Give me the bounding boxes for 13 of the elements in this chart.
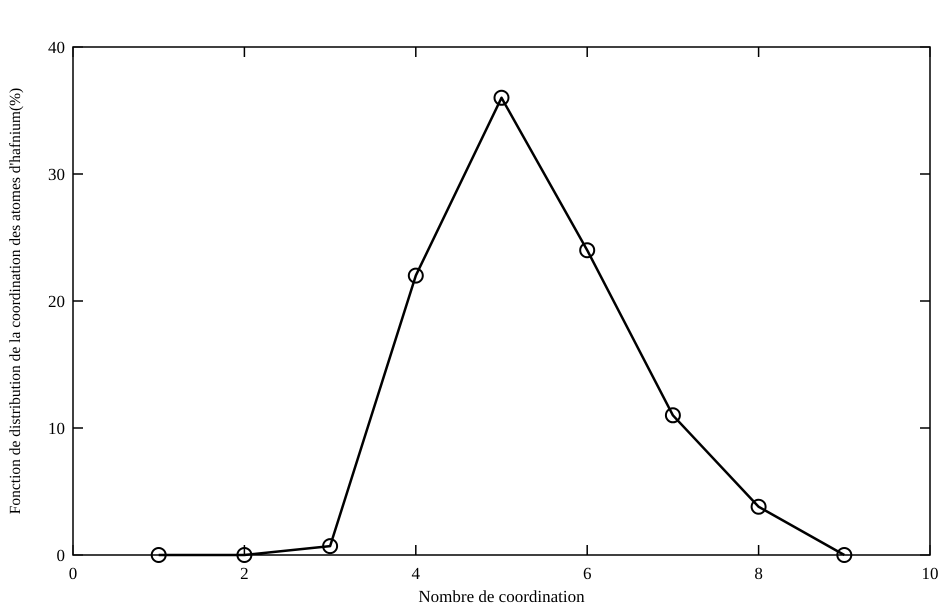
x-axis-title: Nombre de coordination [418, 587, 586, 606]
y-tick-label: 30 [48, 164, 65, 184]
x-tick-label: 10 [922, 564, 938, 583]
x-tick-label: 8 [754, 564, 763, 583]
x-tick-label: 4 [412, 564, 421, 583]
x-tick-label: 2 [240, 564, 249, 583]
y-tick-label: 10 [48, 418, 65, 438]
x-tick-label: 0 [68, 564, 78, 583]
y-tick-label: 40 [48, 38, 65, 57]
y-tick-label: 0 [56, 546, 65, 565]
x-tick-label: 6 [582, 564, 592, 583]
y-axis-title: Fonction de distribution de la coordination des atomes d'hafnium(%) [7, 88, 24, 514]
y-tick-label: 20 [48, 292, 65, 311]
